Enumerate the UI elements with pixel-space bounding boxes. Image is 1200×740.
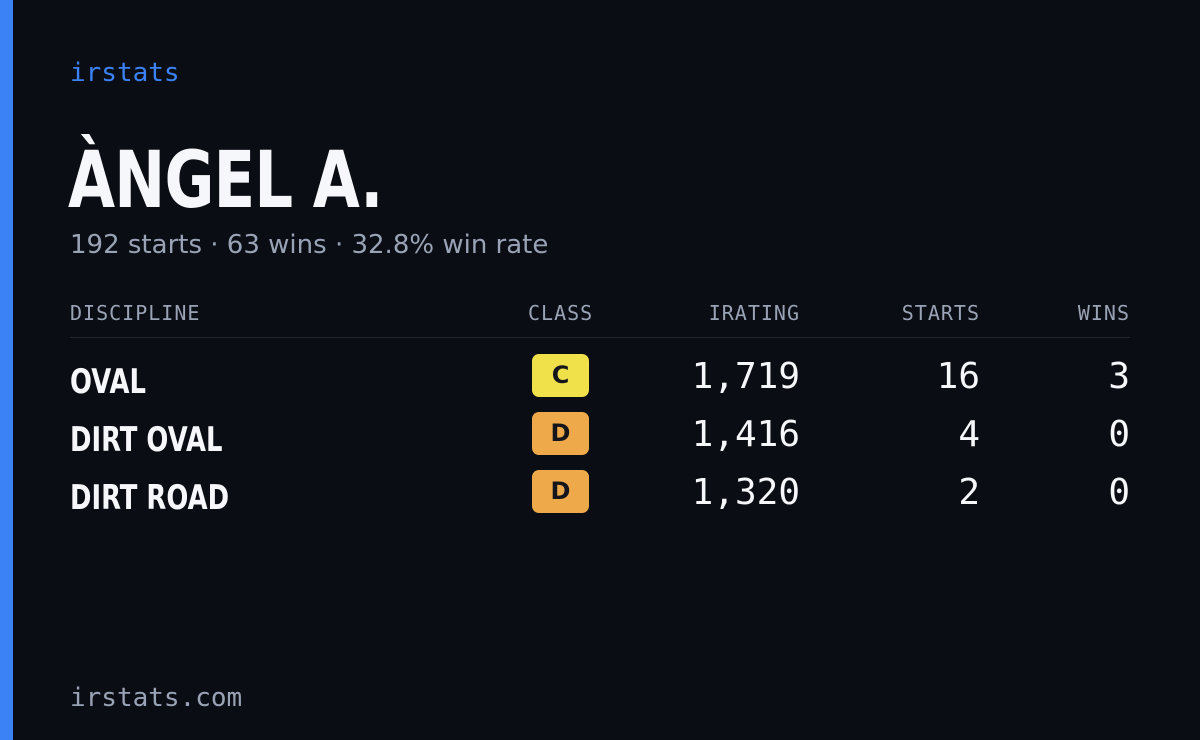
starts-value: 2 xyxy=(958,472,980,513)
summary-separator: · xyxy=(334,230,344,260)
header-discipline: DISCIPLINE xyxy=(70,301,201,325)
discipline-name: OVAL xyxy=(70,362,146,402)
irating-value: 1,416 xyxy=(691,414,800,455)
wins-value: 0 xyxy=(1108,414,1130,455)
starts-value: 16 xyxy=(936,356,980,397)
driver-name: ÀNGEL A. xyxy=(68,136,383,226)
driver-summary: 192 starts · 63 wins · 32.8% win rate xyxy=(70,228,548,262)
wins-value: 3 xyxy=(1108,356,1130,397)
wins-summary: 63 wins xyxy=(226,230,327,260)
irating-value: 1,719 xyxy=(691,356,800,397)
class-badge: D xyxy=(532,412,589,455)
brand-label: irstats xyxy=(70,58,180,88)
table-row: OVAL C 1,719 16 3 xyxy=(0,354,1200,412)
header-class: CLASS xyxy=(528,301,594,325)
win-rate-summary: 32.8% win rate xyxy=(351,230,549,260)
class-badge: D xyxy=(532,470,589,513)
table-row: DIRT ROAD D 1,320 2 0 xyxy=(0,470,1200,528)
summary-separator: · xyxy=(210,230,219,260)
starts-summary: 192 starts xyxy=(70,230,202,260)
accent-bar xyxy=(0,0,13,740)
wins-value: 0 xyxy=(1108,472,1130,513)
header-starts: STARTS xyxy=(901,301,980,325)
irating-value: 1,320 xyxy=(691,472,800,513)
header-wins: WINS xyxy=(1077,301,1130,325)
discipline-name: DIRT ROAD xyxy=(70,478,230,518)
footer-url[interactable]: irstats.com xyxy=(70,683,243,713)
class-badge: C xyxy=(532,354,589,397)
discipline-name: DIRT OVAL xyxy=(70,420,223,460)
header-divider xyxy=(70,337,1130,338)
starts-value: 4 xyxy=(958,414,980,455)
header-irating: IRATING xyxy=(708,301,800,325)
table-row: DIRT OVAL D 1,416 4 0 xyxy=(0,412,1200,470)
